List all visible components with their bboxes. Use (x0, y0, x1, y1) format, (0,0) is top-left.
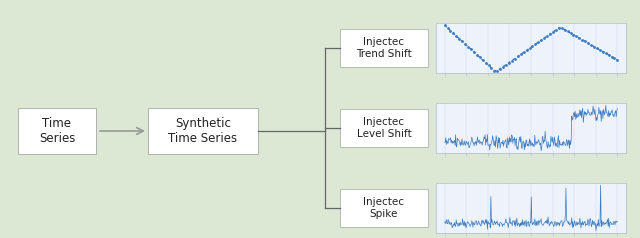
FancyBboxPatch shape (340, 189, 428, 227)
FancyBboxPatch shape (18, 108, 96, 154)
Text: Synthetic
Time Series: Synthetic Time Series (168, 117, 237, 145)
Text: Injectec
Trend Shift: Injectec Trend Shift (356, 37, 412, 59)
Text: Injectec
Spike: Injectec Spike (364, 197, 404, 219)
Text: Time
Series: Time Series (39, 117, 75, 145)
Text: Injectec
Level Shift: Injectec Level Shift (356, 117, 412, 139)
FancyBboxPatch shape (148, 108, 258, 154)
FancyBboxPatch shape (340, 109, 428, 147)
FancyBboxPatch shape (340, 29, 428, 67)
